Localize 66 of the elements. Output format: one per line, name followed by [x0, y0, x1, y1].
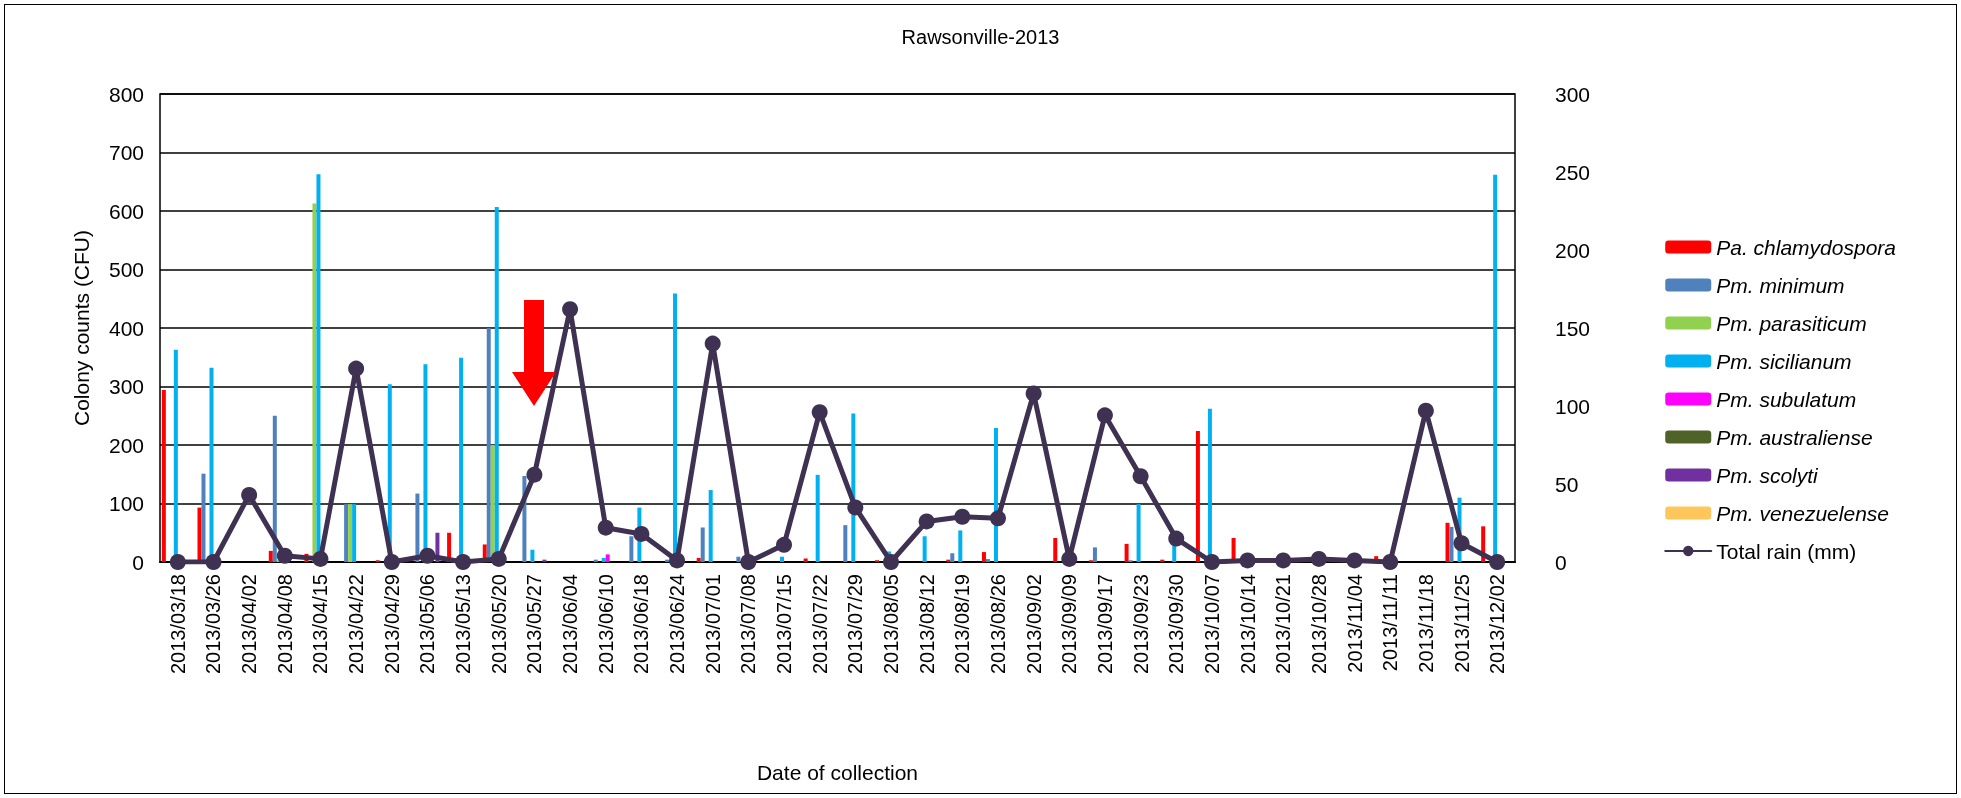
y-tick-label: 0 — [132, 550, 144, 574]
x-tick-label: 2013/09/02 — [1022, 574, 1045, 675]
y2-tick-label: 50 — [1555, 472, 1579, 496]
x-tick-label: 2013/06/18 — [630, 574, 653, 675]
x-tick-label: 2013/10/14 — [1236, 574, 1259, 675]
x-tick-label: 2013/10/28 — [1307, 574, 1330, 675]
y-tick-label: 800 — [108, 82, 144, 106]
x-tick-label: 2013/07/15 — [773, 574, 796, 675]
x-tick-label: 2013/08/12 — [915, 574, 938, 675]
x-tick-label: 2013/08/05 — [879, 574, 902, 675]
y-axis-title: Colony counts (CFU) — [70, 229, 93, 427]
y-tick-label: 400 — [108, 316, 144, 340]
x-tick-label: 2013/07/29 — [844, 574, 867, 675]
y-tick-label: 700 — [108, 141, 144, 164]
y-tick-label: 200 — [108, 433, 144, 457]
y-tick-label: 300 — [108, 375, 144, 398]
legend-label: Pm. sicilianum — [1716, 349, 1852, 373]
x-tick-label: 2013/11/25 — [1450, 574, 1473, 673]
legend-label: Pm. australiense — [1716, 425, 1873, 449]
x-tick-label: 2013/10/07 — [1200, 574, 1223, 675]
x-tick-label: 2013/06/10 — [594, 574, 617, 675]
legend-label: Total rain (mm) — [1716, 539, 1857, 563]
y2-tick-label: 250 — [1555, 160, 1591, 184]
chart-title: Rawsonville-2013 — [901, 26, 1060, 48]
legend-label: Pm. scolyti — [1716, 463, 1820, 487]
x-tick-label: 2013/05/06 — [416, 574, 439, 675]
x-tick-label: 2013/04/29 — [380, 574, 403, 675]
y2-tick-label: 150 — [1555, 316, 1591, 340]
legend-label: Pm. parasiticum — [1716, 311, 1867, 335]
legend-label: Pm. venezuelense — [1716, 501, 1890, 525]
legend-label: Pm. subulatum — [1716, 387, 1857, 411]
x-tick-label: 2013/09/30 — [1165, 574, 1188, 675]
y2-tick-label: 0 — [1555, 550, 1567, 574]
x-tick-label: 2013/07/01 — [701, 574, 724, 675]
x-tick-label: 2013/10/21 — [1272, 574, 1295, 675]
x-tick-label: 2013/04/15 — [309, 574, 332, 675]
x-tick-label: 2013/08/19 — [951, 574, 974, 675]
y2-tick-label: 100 — [1555, 394, 1591, 418]
x-tick-label: 2013/03/18 — [166, 574, 189, 675]
x-tick-label: 2013/11/04 — [1343, 574, 1366, 673]
x-tick-label: 2013/12/02 — [1486, 574, 1509, 675]
x-tick-label: 2013/05/13 — [452, 574, 475, 675]
x-tick-label: 2013/09/17 — [1093, 574, 1116, 675]
x-axis-title: Date of collection — [756, 761, 919, 784]
x-tick-label: 2013/06/24 — [666, 574, 689, 675]
x-tick-label: 2013/08/26 — [986, 574, 1009, 675]
y-tick-label: 500 — [108, 258, 144, 281]
y2-tick-label: 300 — [1555, 82, 1591, 106]
x-tick-label: 2013/03/26 — [202, 574, 225, 675]
x-tick-label: 2013/07/22 — [808, 574, 831, 675]
x-tick-label: 2013/05/20 — [487, 574, 510, 675]
legend-label: Pa. chlamydospora — [1716, 235, 1896, 259]
x-tick-label: 2013/04/22 — [345, 574, 368, 675]
y-tick-label: 600 — [108, 199, 144, 223]
y-tick-label: 100 — [108, 492, 144, 515]
y2-tick-label: 200 — [1555, 238, 1591, 262]
x-tick-label: 2013/06/04 — [559, 574, 582, 675]
x-tick-label: 2013/04/08 — [273, 574, 296, 675]
x-tick-label: 2013/09/23 — [1129, 574, 1152, 675]
x-tick-label: 2013/04/02 — [238, 574, 261, 675]
x-tick-label: 2013/05/27 — [523, 574, 546, 675]
x-tick-label: 2013/07/08 — [737, 574, 760, 675]
legend-label: Pm. minimum — [1716, 273, 1845, 297]
x-tick-label: 2013/09/09 — [1058, 574, 1081, 675]
x-tick-label: 2013/11/18 — [1414, 574, 1437, 673]
x-tick-label: 2013/11/11 — [1379, 574, 1402, 672]
